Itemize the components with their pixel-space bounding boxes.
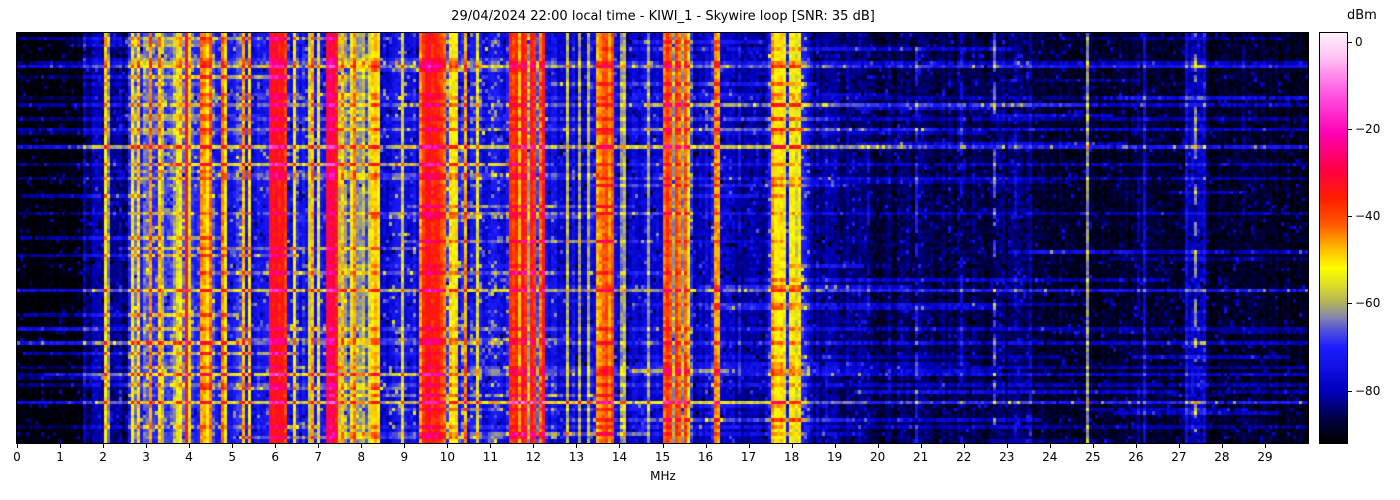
x-tick-label: 27 — [1171, 450, 1187, 464]
colorbar-tick — [1348, 390, 1352, 392]
colorbar — [1319, 32, 1348, 444]
colorbar-label: dBm — [1347, 8, 1377, 23]
x-tick — [619, 444, 621, 448]
x-tick — [1092, 444, 1094, 448]
x-tick-label: 29 — [1257, 450, 1273, 464]
x-tick-label: 25 — [1085, 450, 1101, 464]
x-tick-label: 9 — [400, 450, 409, 464]
x-tick — [1135, 444, 1137, 448]
x-tick-label: 17 — [740, 450, 757, 464]
x-axis-label: MHz — [650, 469, 676, 483]
x-tick — [963, 444, 965, 448]
x-tick — [404, 444, 406, 448]
x-tick — [275, 444, 277, 448]
x-tick-label: 4 — [185, 450, 193, 464]
colorbar-canvas — [1320, 33, 1347, 443]
x-tick — [748, 444, 750, 448]
x-tick-label: 10 — [439, 450, 455, 464]
x-tick — [1221, 444, 1223, 448]
x-tick — [232, 444, 234, 448]
colorbar-tick-label: −60 — [1355, 296, 1381, 311]
x-tick-label: 20 — [870, 450, 886, 464]
colorbar-tick — [1348, 303, 1352, 305]
colorbar-tick-label: −80 — [1355, 383, 1381, 398]
x-tick-label: 3 — [142, 450, 150, 464]
x-tick — [17, 444, 18, 448]
colorbar-tick — [1348, 41, 1352, 43]
x-tick-label: 2 — [99, 450, 107, 464]
x-tick — [834, 444, 836, 448]
x-tick-label: 23 — [999, 450, 1015, 464]
x-tick-label: 19 — [826, 450, 843, 464]
x-tick — [60, 444, 62, 448]
x-tick-label: 24 — [1042, 450, 1058, 464]
x-tick — [490, 444, 492, 448]
x-tick-label: 6 — [271, 450, 280, 464]
x-tick — [318, 444, 320, 448]
x-tick — [1049, 444, 1051, 448]
x-tick — [533, 444, 535, 448]
x-tick — [447, 444, 449, 448]
x-tick — [920, 444, 922, 448]
waterfall-canvas — [17, 33, 1308, 443]
colorbar-tick — [1348, 128, 1352, 130]
chart-title: 29/04/2024 22:00 local time - KIWI_1 - S… — [451, 9, 875, 24]
x-tick-label: 12 — [525, 450, 542, 464]
colorbar-tick-label: −20 — [1355, 121, 1381, 136]
x-tick-label: 28 — [1214, 450, 1230, 464]
x-tick-label: 13 — [568, 450, 585, 464]
x-tick-label: 22 — [956, 450, 972, 464]
x-tick — [705, 444, 707, 448]
x-tick-label: 15 — [654, 450, 671, 464]
x-tick — [1006, 444, 1008, 448]
x-tick-label: 14 — [611, 450, 628, 464]
colorbar-tick — [1348, 216, 1352, 218]
x-tick — [103, 444, 105, 448]
x-tick — [662, 444, 664, 448]
x-tick — [361, 444, 363, 448]
x-tick-label: 16 — [697, 450, 714, 464]
x-tick — [146, 444, 148, 448]
x-tick-label: 7 — [314, 450, 323, 464]
x-tick — [791, 444, 793, 448]
x-tick-label: 26 — [1128, 450, 1144, 464]
x-tick-label: 0 — [13, 450, 21, 464]
x-tick-label: 1 — [56, 450, 64, 464]
x-tick-label: 21 — [913, 450, 929, 464]
colorbar-tick-label: 0 — [1355, 34, 1363, 49]
x-tick — [877, 444, 879, 448]
x-tick-label: 11 — [482, 450, 498, 464]
x-tick-label: 18 — [783, 450, 800, 464]
x-tick-label: 8 — [357, 450, 366, 464]
x-tick — [1178, 444, 1180, 448]
colorbar-tick-label: −40 — [1355, 209, 1381, 224]
x-tick — [576, 444, 578, 448]
waterfall-plot-area — [16, 32, 1309, 444]
x-tick-label: 5 — [228, 450, 236, 464]
x-tick — [1264, 444, 1266, 448]
x-tick — [189, 444, 191, 448]
